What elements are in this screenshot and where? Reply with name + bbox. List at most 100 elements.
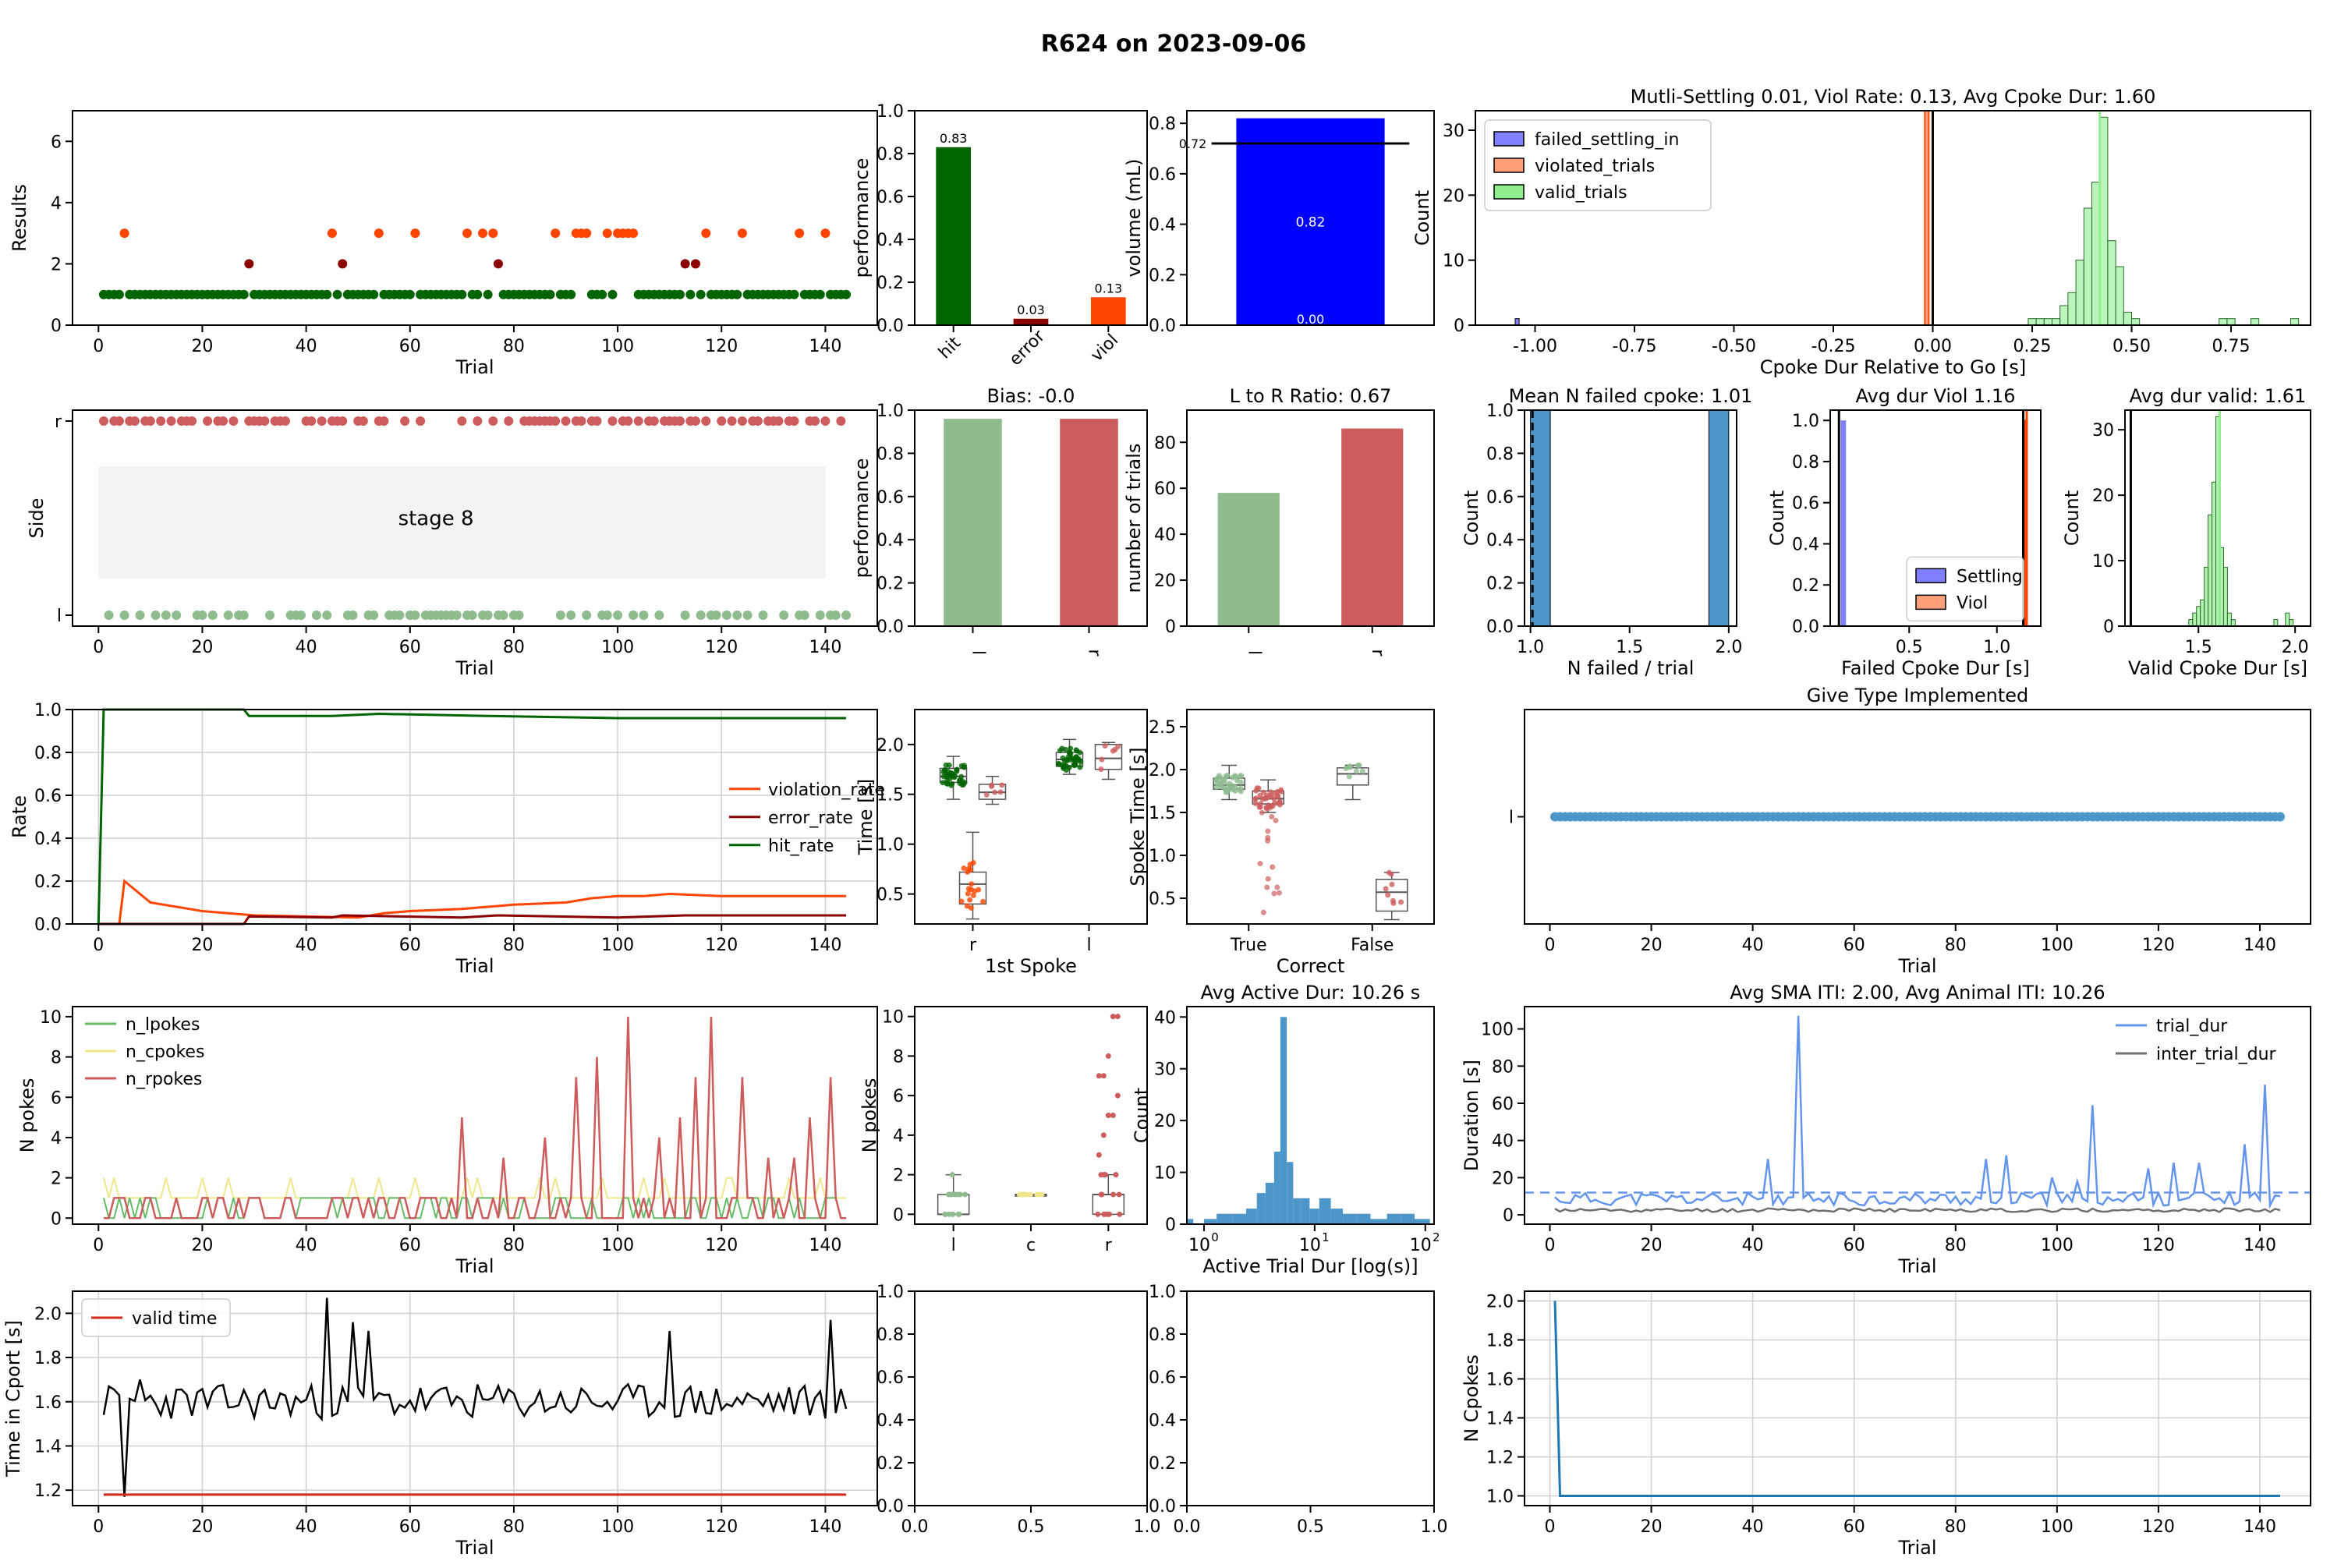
y-tick-label: l [57,607,62,626]
jitter-point [1347,763,1353,770]
legend-label: violated_trials [1535,157,1655,176]
y-tick-label: 1.0 [877,836,904,855]
bar-r [1060,419,1118,626]
jitter-point [1390,897,1396,904]
y-tick-label: 2.0 [1486,1293,1514,1312]
x-axis-label: Trial [455,1255,494,1277]
hit-point [675,289,685,299]
x-tick-label: r [1085,649,1104,657]
y-tick-label: 1.0 [1486,402,1514,421]
outlier-point [1110,1014,1116,1020]
left-trial-point [514,611,524,620]
y-tick-label: 10 [1443,252,1464,271]
x-tick-label: 100 [601,1517,634,1537]
jitter-point [992,789,998,795]
jitter-point [1113,1172,1119,1178]
y-tick-label: 0 [893,1205,904,1225]
hit-point [545,289,555,299]
y-axis-label: volume (mL) [1123,158,1145,277]
jitter-point [1277,890,1283,896]
outlier-point [1096,1152,1102,1158]
jitter-point [1101,1211,1107,1217]
y-tick-label: 8 [893,1047,904,1067]
axes-cport_time: valid time 0 20 40 60 80 100 120 140 1.2 1.4 1.6 1.8… [2,1290,878,1559]
hist-bar [1203,1219,1217,1224]
plot-area-npokes_box [937,1014,1125,1217]
plot-area-give_type [1550,812,2285,822]
right-trial-point [607,416,618,426]
y-axis-label: Count [2061,490,2083,546]
plot-area-side_count [1217,428,1404,626]
axes-frame [914,1290,1148,1506]
x-tick-label: 120 [705,638,738,657]
settling-bar [1840,420,1847,626]
jitter-point [954,1191,961,1198]
viol-point [629,228,639,239]
right-trial-point [187,416,197,426]
y-tick-label: 1.8 [34,1349,62,1368]
y-tick-label: 0.8 [877,145,904,165]
y-tick-label: 1.0 [1149,847,1176,866]
y-tick-label: 30 [1154,1060,1176,1080]
axes-side_count: l r 0 20 40 60 80 L to R Ratio: 0.67 number of t… [1123,385,1435,657]
valid-bar [2052,318,2061,326]
y-tick-label: 0.2 [877,1454,904,1474]
y-tick-label: 0.4 [1792,535,1819,554]
x-axis-label: Failed Cpoke Dur [s] [1841,657,2030,679]
hit-point [841,289,852,299]
x-tick-label: 80 [503,936,525,955]
y-tick-label: 60 [1154,480,1176,499]
y-axis-label: Time [s] [855,779,877,856]
y-tick-label: 0.6 [1149,1368,1176,1388]
right-trial-point [576,416,586,426]
y-tick-label: 60 [1492,1095,1514,1114]
y-tick-label: 0.8 [877,444,904,464]
legend-swatch [1493,158,1525,173]
legend-label: Settling [1957,567,2023,586]
jitter-point [1257,861,1263,867]
jitter-point [944,777,951,784]
jitter-point [1269,792,1275,798]
left-trial-point [322,611,332,620]
axes-volume: 0.82 0.00 0.72 0.0 0.2 0.4 0.6 0.8 volume (mL) [1123,110,1435,336]
jitter-point [1098,766,1104,773]
valid-bar [2219,318,2228,326]
series-n-cpokes [1553,1301,2280,1497]
jitter-point [1259,809,1265,816]
x-tick-label: 0 [1545,1517,1556,1537]
jitter-point [1063,763,1069,769]
jitter-point [999,782,1005,788]
x-tick-label: 60 [399,1236,421,1255]
jitter-point [940,780,946,786]
jitter-point [958,898,965,904]
left-trial-point [654,611,664,620]
y-tick-label: 30 [1443,122,1464,141]
y-tick-label: 1.0 [877,1283,904,1302]
viol-point [701,228,711,239]
x-tick-label: 140 [809,337,841,356]
plot-area-active_dur [1187,1017,1430,1224]
right-trial-point [379,416,389,426]
left-trial-point [104,611,114,620]
jitter-point [976,887,982,893]
legend-label: n_rpokes [126,1070,202,1089]
x-axis-label: Cpoke Dur Relative to Go [s] [1760,356,2027,378]
axes-frame [1186,409,1435,627]
jitter-point [1238,779,1244,785]
give-type-point [2275,812,2285,822]
legend-swatch [1493,184,1525,200]
right-trial-point [774,416,784,426]
left-trial-point [721,611,731,620]
y-tick-label: 1.2 [34,1481,62,1501]
x-tick-label: l [969,650,988,655]
y-tick-label: 10 [2092,552,2114,572]
x-tick-label: 80 [503,1517,525,1537]
x-tick-label: 0 [1545,936,1556,955]
hist-bar [1187,1219,1194,1224]
y-tick-label: 0.6 [1792,494,1819,514]
right-trial-point [789,416,799,426]
viol-point [119,228,129,239]
x-tick-label: 0 [93,1517,104,1537]
x-axis-label: N failed / trial [1567,657,1695,679]
jitter-point [1068,745,1074,752]
